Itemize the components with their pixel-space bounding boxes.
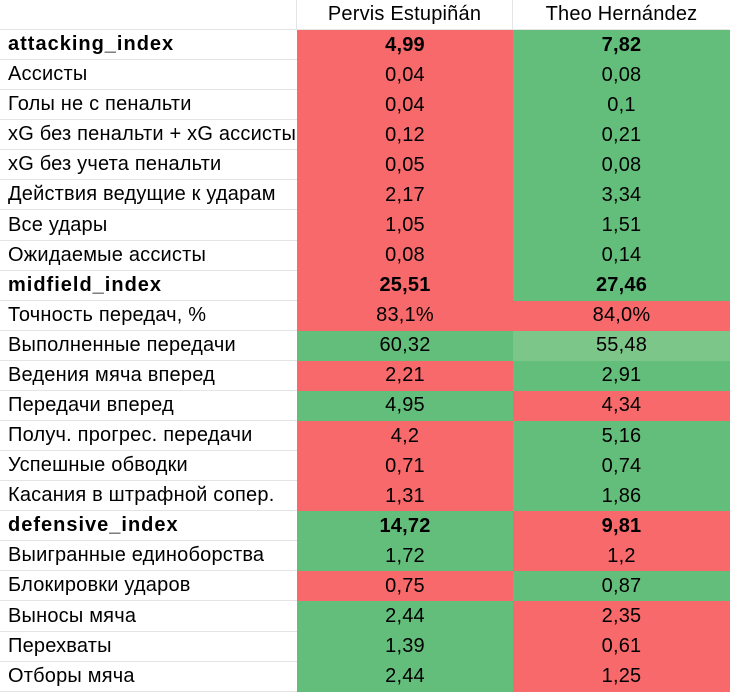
- value-cell: 4,95: [297, 390, 513, 422]
- value-cell: 0,61: [513, 631, 730, 662]
- row-label: defensive_index: [0, 511, 297, 542]
- value-cell: 0,08: [297, 240, 513, 271]
- value-cell: 2,44: [297, 661, 513, 692]
- header-player-pervis-estupinan: Pervis Estupiñán: [297, 0, 513, 30]
- value-cell: 0,12: [297, 120, 513, 151]
- row-label: Голы не с пенальти: [0, 90, 297, 121]
- value-cell: 1,2: [513, 541, 730, 572]
- value-cell: 0,04: [297, 60, 513, 91]
- row-label: Успешные обводки: [0, 451, 297, 482]
- row-label: Точность передач, %: [0, 300, 297, 331]
- header-corner-cell: [0, 0, 297, 30]
- row-label: Все удары: [0, 210, 297, 241]
- value-cell: 4,99: [297, 30, 513, 61]
- row-label: Блокировки ударов: [0, 571, 297, 602]
- value-cell: 4,34: [513, 390, 730, 422]
- value-cell: 0,08: [513, 150, 730, 181]
- row-label: Ведения мяча вперед: [0, 360, 297, 391]
- value-cell: 60,32: [297, 330, 513, 361]
- row-label: Ожидаемые ассисты: [0, 240, 297, 271]
- header-player-theo-hernandez: Theo Hernández: [513, 0, 730, 30]
- row-label: midfield_index: [0, 270, 297, 301]
- row-label: xG без учета пенальти: [0, 150, 297, 181]
- value-cell: 0,87: [513, 571, 730, 602]
- row-label: Выполненные передачи: [0, 330, 297, 361]
- value-cell: 2,21: [297, 360, 513, 391]
- value-cell: 0,71: [297, 451, 513, 482]
- value-cell: 2,17: [297, 180, 513, 211]
- value-cell: 1,25: [513, 661, 730, 692]
- row-label: Отборы мяча: [0, 661, 297, 692]
- value-cell: 1,72: [297, 541, 513, 572]
- row-label: attacking_index: [0, 30, 297, 61]
- row-label: Действия ведущие к ударам: [0, 180, 297, 211]
- value-cell: 1,86: [513, 481, 730, 512]
- value-cell: 55,48: [513, 330, 730, 361]
- value-cell: 7,82: [513, 30, 730, 61]
- row-label: Ассисты: [0, 60, 297, 91]
- value-cell: 3,34: [513, 180, 730, 211]
- value-cell: 83,1%: [297, 300, 513, 331]
- value-cell: 2,44: [297, 601, 513, 632]
- value-cell: 2,91: [513, 360, 730, 391]
- value-cell: 1,51: [513, 210, 730, 241]
- row-label: Перехваты: [0, 631, 297, 662]
- row-label: Передачи вперед: [0, 390, 297, 422]
- value-cell: 0,1: [513, 90, 730, 121]
- value-cell: 0,74: [513, 451, 730, 482]
- value-cell: 0,05: [297, 150, 513, 181]
- value-cell: 14,72: [297, 511, 513, 542]
- value-cell: 0,14: [513, 240, 730, 271]
- value-cell: 2,35: [513, 601, 730, 632]
- value-cell: 9,81: [513, 511, 730, 542]
- value-cell: 84,0%: [513, 300, 730, 331]
- row-label: Выносы мяча: [0, 601, 297, 632]
- value-cell: 0,21: [513, 120, 730, 151]
- value-cell: 4,2: [297, 421, 513, 452]
- value-cell: 1,39: [297, 631, 513, 662]
- value-cell: 25,51: [297, 270, 513, 301]
- value-cell: 27,46: [513, 270, 730, 301]
- row-label: Получ. прогрес. передачи: [0, 421, 297, 452]
- row-label: Касания в штрафной сопер.: [0, 481, 297, 512]
- value-cell: 0,75: [297, 571, 513, 602]
- value-cell: 1,31: [297, 481, 513, 512]
- row-label: Выигранные единоборства: [0, 541, 297, 572]
- value-cell: 0,04: [297, 90, 513, 121]
- value-cell: 5,16: [513, 421, 730, 452]
- row-label: xG без пенальти + xG ассисты: [0, 120, 297, 151]
- value-cell: 1,05: [297, 210, 513, 241]
- value-cell: 0,08: [513, 60, 730, 91]
